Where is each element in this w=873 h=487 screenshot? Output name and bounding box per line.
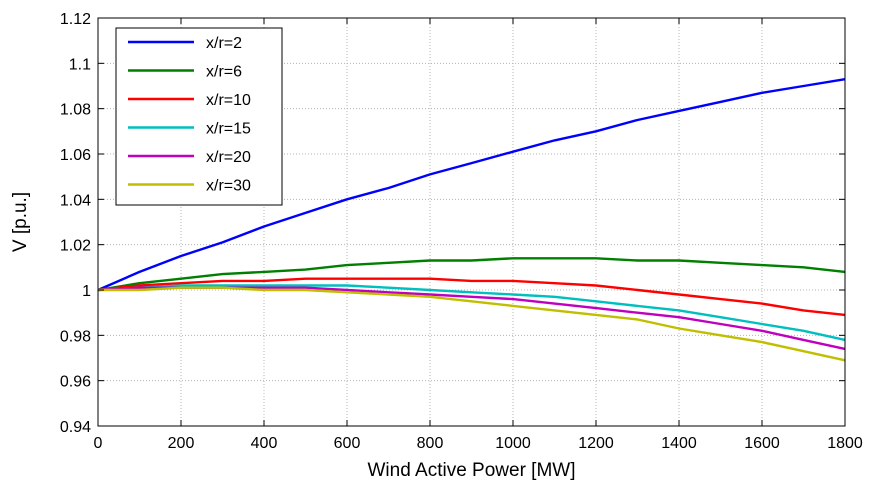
series-lines (97, 78, 846, 362)
legend-label: x/r=20 (206, 149, 251, 166)
x-tick-label: 0 (94, 435, 103, 452)
y-tick-label: 1.06 (60, 147, 91, 164)
grid (98, 18, 845, 426)
y-tick-label: 0.94 (60, 419, 91, 436)
x-tick-label: 400 (251, 435, 278, 452)
legend-label: x/r=30 (206, 178, 251, 195)
y-tick-label: 1.02 (60, 238, 91, 255)
axis-ticks (97, 17, 846, 427)
x-tick-label: 800 (417, 435, 444, 452)
y-axis-label: V [p.u.] (10, 192, 31, 252)
legend: x/r=2 x/r=6 x/r=10 x/r=15 x/r=20 x/r=30 (115, 27, 283, 206)
legend-label: x/r=15 (206, 121, 251, 138)
series-line (97, 284, 846, 342)
y-tick-label: 1.12 (60, 11, 91, 28)
x-tick-labels: 0 200 400 600 800 1000 1200 1400 1600 1800 (94, 435, 863, 452)
y-tick-labels: 0.94 0.96 0.98 1 1.02 1.04 1.06 1.08 1.1 1.12 (60, 11, 91, 436)
legend-label: x/r=6 (206, 64, 242, 81)
x-tick-label: 1000 (495, 435, 531, 452)
y-tick-label: 1.1 (69, 56, 91, 73)
legend-box (115, 27, 283, 206)
x-tick-label: 1200 (578, 435, 614, 452)
y-tick-label: 0.98 (60, 328, 91, 345)
series-line (97, 277, 846, 317)
series-line (98, 286, 846, 362)
y-tick-label: 0.96 (60, 374, 91, 391)
x-tick-label: 1400 (661, 435, 697, 452)
x-tick-label: 1600 (744, 435, 780, 452)
legend-label: x/r=10 (206, 92, 251, 109)
plot-frame (97, 17, 846, 427)
x-axis-label: Wind Active Power [MW] (368, 460, 576, 481)
y-tick-label: 1.04 (60, 192, 91, 209)
series-line (97, 257, 846, 292)
y-tick-label: 1.08 (60, 102, 91, 119)
x-tick-label: 600 (334, 435, 361, 452)
y-tick-label: 1 (82, 283, 91, 300)
series-line (97, 78, 846, 292)
x-tick-label: 1800 (827, 435, 863, 452)
legend-label: x/r=2 (206, 35, 242, 52)
x-tick-label: 200 (168, 435, 195, 452)
